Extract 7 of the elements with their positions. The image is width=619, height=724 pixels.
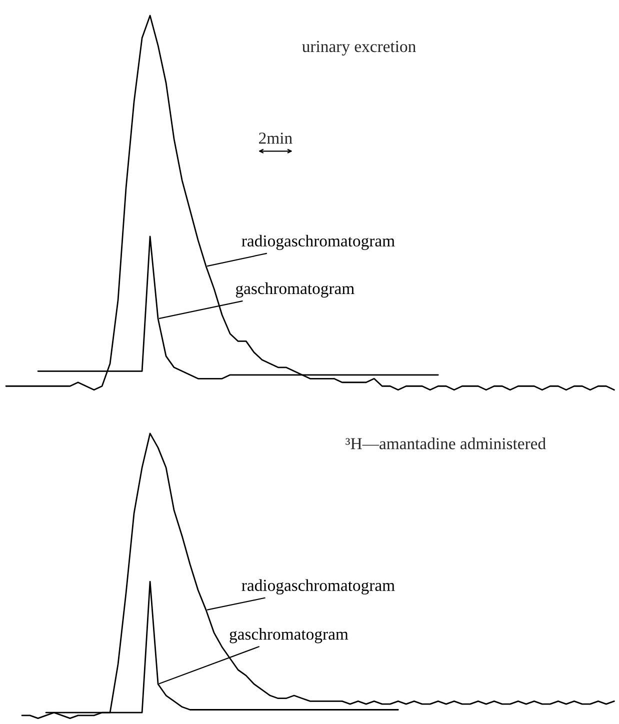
text: radiogaschromatogram	[242, 579, 395, 594]
legend-label: gaschromatogram	[230, 628, 348, 644]
text: urinary excretion	[302, 40, 416, 56]
legend-label: gaschromatogram	[236, 282, 354, 298]
annotation: 2min	[259, 132, 292, 144]
chart-title: ³H—amantadine administered	[346, 438, 546, 450]
text: radiogaschromatogram	[242, 234, 395, 250]
